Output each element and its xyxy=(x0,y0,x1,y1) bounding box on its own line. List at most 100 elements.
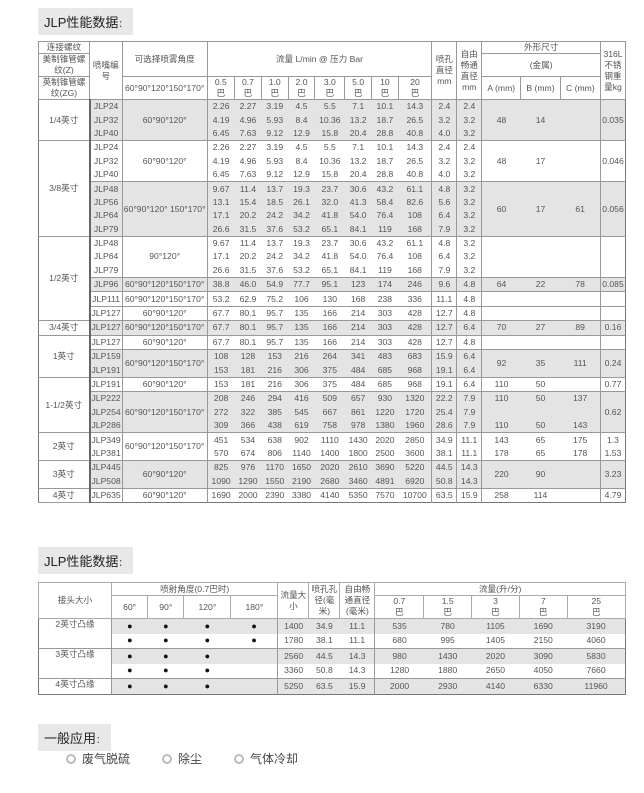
flow-value: 758 xyxy=(314,418,345,433)
model-number: JLP79 xyxy=(89,263,123,278)
flow-value: 5350 xyxy=(344,487,372,503)
header-angle-value: 180° xyxy=(230,595,279,619)
dim-c: 61 xyxy=(560,181,601,237)
angle-available-dot-icon: ● xyxy=(111,648,148,664)
flow-value: 17.1 xyxy=(207,209,235,223)
flow-value: 303 xyxy=(371,334,399,350)
orifice-diameter: 22.2 xyxy=(431,391,458,406)
flow-value: 32.0 xyxy=(314,195,345,210)
dim-weight xyxy=(600,305,626,321)
section-title-applications: 一般应用： xyxy=(38,724,112,751)
section-title-performance: JLP性能数据： xyxy=(38,8,134,35)
table-row: 4英寸 JLP635 60°90°120° 1690 2000 2390 3380 4140 5… xyxy=(38,487,626,504)
table-row: JLP111 60°90°120°150°170° 53.2 62.9 75.2 106 1… xyxy=(39,291,626,307)
flow-value: 40.8 xyxy=(398,126,432,141)
thread-size: 1/4英寸 xyxy=(38,98,91,142)
orifice-diameter: 44.5 xyxy=(431,460,458,475)
flow-value: 535 xyxy=(374,618,424,634)
flow-value: 7.1 xyxy=(344,99,372,114)
flow-value: 168 xyxy=(344,291,372,307)
flow-value: 2020 xyxy=(314,460,345,475)
angle-empty xyxy=(230,678,279,694)
dim-weight: 0.056 xyxy=(600,181,626,237)
flow-value: 76.4 xyxy=(371,209,399,223)
orifice-diameter: 63.5 xyxy=(308,678,340,694)
free-passage: 7.9 xyxy=(456,391,483,406)
spray-angles: 60°90°120° xyxy=(122,460,208,489)
flow-value: 1690 xyxy=(519,618,568,634)
dim-c xyxy=(560,334,601,350)
flow-value: 26.1 xyxy=(288,195,315,210)
orifice-diameter: 4.0 xyxy=(431,167,458,182)
flow-value: 67.7 xyxy=(207,320,235,336)
spray-angles: 60°90°120°150°170° xyxy=(122,291,208,307)
flow-value: 4.96 xyxy=(234,113,262,127)
orifice-diameter: 3.2 xyxy=(431,113,458,127)
flow-value: 75.2 xyxy=(261,291,289,307)
flow-value: 2000 xyxy=(374,678,424,694)
flow-value: 14.3 xyxy=(398,140,432,155)
pressure-unit: 巴 xyxy=(538,607,548,617)
angle-available-dot-icon: ● xyxy=(183,678,231,694)
flow-value: 1430 xyxy=(344,432,372,447)
capacity: 1400 xyxy=(277,618,309,634)
flow-value: 638 xyxy=(261,432,289,447)
dim-c: 89 xyxy=(560,320,601,336)
flow-value: 20.2 xyxy=(234,209,262,223)
flow-value: 534 xyxy=(234,432,262,447)
flow-value: 61.1 xyxy=(398,181,432,196)
flow-value: 214 xyxy=(344,305,372,321)
flow-value: 5830 xyxy=(567,648,626,664)
flow-value: 43.2 xyxy=(371,235,399,251)
flow-value: 272 xyxy=(207,405,235,419)
flow-value: 2650 xyxy=(485,665,506,676)
table-row: JLP381 570 674 806 1140 1400 1800 2500 3600 38.1 1… xyxy=(39,446,626,461)
table-row: JLP64 17.1 20.2 24.2 34.2 41.8 54.0 76.4 108 6.4 3… xyxy=(39,250,626,264)
title-colon: ： xyxy=(96,735,106,745)
model-number: JLP159 xyxy=(89,349,123,364)
flow-value: 246 xyxy=(234,391,262,406)
flow-value: 264 xyxy=(314,349,345,364)
flow-value: 5.5 xyxy=(314,99,345,114)
dim-c: 111 xyxy=(560,349,601,378)
title-colon: ： xyxy=(118,558,128,568)
free-passage: 11.1 xyxy=(339,633,376,649)
header-model: 喷嘴编号 xyxy=(89,41,123,100)
flow-value: 1090 xyxy=(207,474,235,489)
thread-size: 1/2英寸 xyxy=(38,235,91,322)
spray-angles: 60°90°120° xyxy=(122,305,208,321)
flow-value: 10700 xyxy=(398,487,432,503)
title-text: JLP性能数据 xyxy=(44,554,119,569)
flow-value: 667 xyxy=(314,405,345,419)
pressure-value: 2.0 xyxy=(295,77,308,87)
spray-angles: 60°90°120°150°170° xyxy=(122,320,208,336)
dim-c xyxy=(560,460,601,489)
flow-value: 3600 xyxy=(405,447,425,458)
dim-b xyxy=(520,334,561,350)
header-angle-value: 90° xyxy=(147,595,185,619)
dim-b: 14 xyxy=(520,98,561,141)
flow-value: 58.4 xyxy=(371,195,399,210)
table-row: JLP40 6.45 7.63 9.12 12.9 15.8 20.4 28.8 40.8 4.0… xyxy=(39,126,626,141)
thread-size: 3英寸 xyxy=(38,460,91,489)
flow-value: 968 xyxy=(398,363,432,378)
table-row: ● ● ● 3360 50.8 14.3 1280 1880 2650 4050 7660 xyxy=(39,663,626,679)
pressure-value: 10 xyxy=(380,77,390,87)
model-number: JLP24 xyxy=(89,99,123,114)
flow-value: 806 xyxy=(267,447,282,458)
orifice-diameter: 6.4 xyxy=(431,209,458,223)
header-angle-value: 120° xyxy=(183,595,232,619)
flow-value: 1880 xyxy=(438,665,458,676)
flow-value: 2.26 xyxy=(207,99,235,114)
performance-table: 连接螺纹 喷嘴编号 可选择喷雾角度 流量 L/min @ 压力 Bar 喷孔直径… xyxy=(38,41,626,504)
dim-c: 175 xyxy=(560,432,601,447)
flow-value: 7.1 xyxy=(344,140,372,155)
flow-value: 336 xyxy=(398,291,432,307)
flow-value: 19.3 xyxy=(288,235,315,251)
pressure-value: 5.0 xyxy=(352,77,365,87)
application-item: 除尘 xyxy=(162,750,202,767)
flow-value: 5.5 xyxy=(314,140,345,155)
dim-a: 70 xyxy=(481,320,521,336)
flow-value: 13.2 xyxy=(349,155,367,166)
flow-value: 67.7 xyxy=(207,334,235,350)
